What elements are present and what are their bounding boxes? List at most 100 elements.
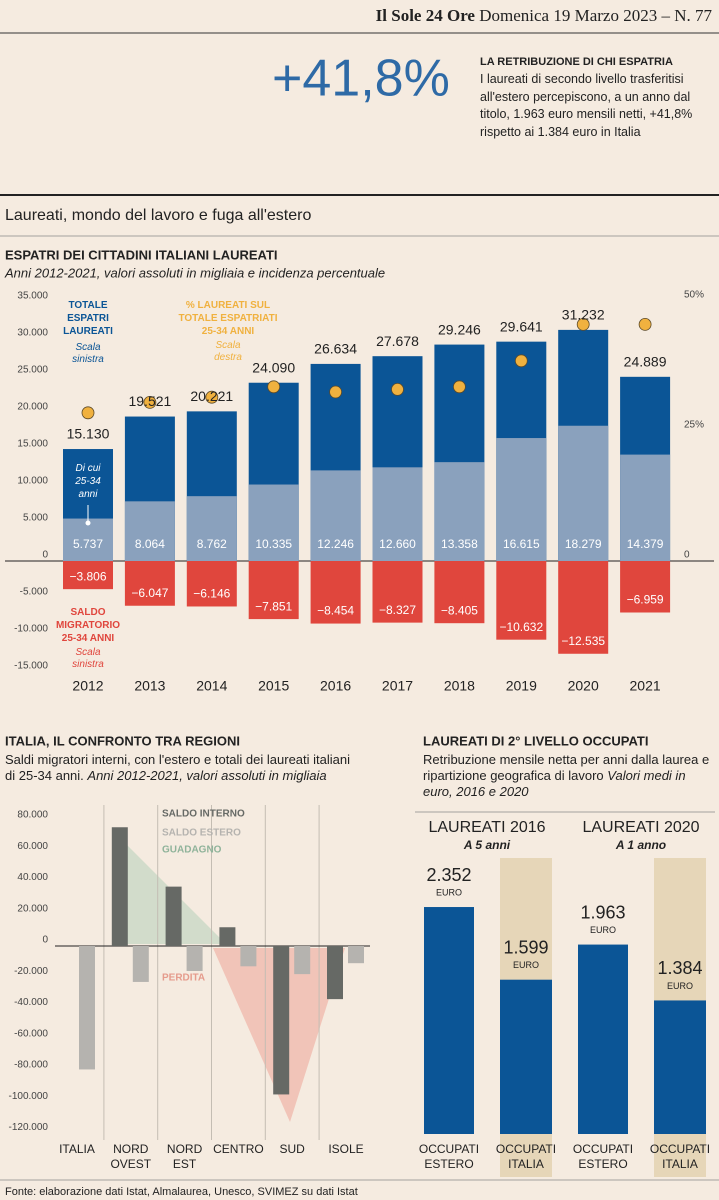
legend-label: Di cui 25-34 anni — [74, 463, 101, 500]
bar — [496, 561, 547, 640]
value-label: −6.959 — [627, 593, 664, 607]
value-label: 10.335 — [255, 537, 292, 551]
value-label: 13.358 — [441, 537, 478, 551]
legend-label: SALDO MIGRATORIO 25-34 ANNI — [56, 607, 120, 644]
x-tick-label: OCCUPATI ESTERO — [573, 1142, 633, 1171]
highlight-value: +41,8% — [272, 50, 450, 108]
dot — [638, 317, 652, 331]
value-label: 8.762 — [197, 537, 227, 551]
source: Fonte: elaborazione dati Istat, Almalaur… — [5, 1186, 358, 1198]
text-line: sinistra — [72, 659, 104, 670]
dot — [576, 317, 590, 331]
bar — [578, 944, 628, 1134]
value-label: −6.047 — [131, 586, 168, 600]
x-tick-label: OCCUPATI ESTERO — [419, 1142, 479, 1171]
group-subtitle: A 5 anni — [463, 838, 511, 852]
unit-label: EURO — [436, 887, 462, 897]
bar — [327, 946, 343, 1000]
subtitle: Saldi migratori interni, con l'estero e … — [5, 752, 350, 783]
value-label: 2.352 — [426, 865, 471, 885]
y2-tick-label: 25% — [684, 420, 704, 431]
bar — [496, 438, 547, 561]
dateline: Domenica 19 Marzo 2023 – N. 77 — [479, 6, 712, 25]
y-tick-label: 15.000 — [17, 439, 48, 450]
bar — [348, 946, 364, 964]
bar — [620, 454, 671, 561]
value-label: −3.806 — [69, 569, 106, 583]
bar — [186, 946, 203, 971]
section-title: Laureati, mondo del lavoro e fuga all'es… — [5, 207, 311, 224]
y-tick-label: -10.000 — [14, 624, 48, 635]
chart-subtitle: Saldi migratori interni, con l'estero e … — [5, 752, 350, 784]
value-label: 8.064 — [135, 537, 165, 551]
value-label: 24.889 — [624, 354, 667, 370]
value-label: 29.246 — [438, 321, 481, 337]
bar — [310, 470, 361, 561]
legend-label: SALDO ESTERO — [162, 828, 241, 839]
legend-note: Scala sinistra — [72, 342, 104, 365]
x-tick-label: NORD EST — [167, 1142, 203, 1171]
value-label: 18.279 — [565, 537, 602, 551]
value-label: −7.851 — [255, 599, 292, 613]
y-tick-label: 10.000 — [17, 476, 48, 487]
subtitle-italic: Valori medi in euro, 2016 e 2020 — [423, 768, 686, 799]
text-line: anni — [79, 489, 99, 500]
text-line: OCCUPATI — [573, 1142, 633, 1156]
legend-label: SALDO INTERNO — [162, 809, 245, 820]
x-tick-label: 2016 — [320, 678, 351, 694]
text-line: ISOLE — [328, 1142, 363, 1156]
value-label: 5.737 — [73, 537, 103, 551]
text-line: CENTRO — [213, 1142, 264, 1156]
bar — [434, 561, 485, 624]
bar — [273, 946, 290, 1095]
value-label: −8.405 — [441, 603, 478, 617]
y-tick-label: 0 — [42, 935, 48, 946]
bar — [620, 561, 671, 613]
value-label: 31.232 — [562, 307, 605, 323]
x-tick-label: 2019 — [506, 678, 537, 694]
y2-tick-label: 0 — [684, 550, 690, 561]
y-tick-label: 35.000 — [17, 291, 48, 302]
text-line: ITALIA — [59, 1142, 95, 1156]
bar — [434, 462, 485, 561]
bar — [500, 979, 552, 1134]
y-tick-label: 20.000 — [17, 402, 48, 413]
x-tick-label: SUD — [280, 1142, 306, 1156]
bar — [240, 946, 257, 967]
y-tick-label: 40.000 — [17, 872, 48, 883]
y-tick-label: 60.000 — [17, 841, 48, 852]
highlight-text: I laureati di secondo livello trasferiti… — [480, 72, 693, 139]
value-label: −10.632 — [499, 620, 543, 634]
bar — [248, 484, 299, 561]
text-line: Di cui — [75, 463, 101, 474]
y-tick-label: -80.000 — [14, 1060, 48, 1071]
masthead: Il Sole 24 Ore — [376, 6, 476, 25]
bar — [63, 518, 113, 561]
chart-subtitle: Anni 2012-2021, valori assoluti in migli… — [4, 265, 385, 280]
text-line: TOTALE ESPATRIATI — [178, 313, 277, 324]
y-tick-label: -40.000 — [14, 997, 48, 1008]
value-label: 16.615 — [503, 537, 540, 551]
chart-title: LAUREATI DI 2° LIVELLO OCCUPATI — [423, 733, 648, 748]
value-label: 12.246 — [317, 537, 354, 551]
chart-title: ITALIA, IL CONFRONTO TRA REGIONI — [5, 733, 240, 748]
value-label: 1.384 — [657, 958, 702, 978]
bar — [124, 561, 175, 606]
text-line: ITALIA — [662, 1157, 698, 1171]
text-line: EST — [173, 1157, 197, 1171]
x-tick-label: CENTRO — [213, 1142, 264, 1156]
subtitle: Retribuzione mensile netta per anni dall… — [423, 752, 710, 783]
x-tick-label: 2021 — [630, 678, 661, 694]
value-label: 12.660 — [379, 537, 416, 551]
legend-note: Scala destra — [214, 340, 242, 363]
x-tick-label: 2013 — [134, 678, 165, 694]
text-line: OVEST — [110, 1157, 151, 1171]
value-label: 19.521 — [128, 393, 171, 409]
x-tick-label: 2017 — [382, 678, 413, 694]
bar — [219, 927, 236, 946]
text-line: TOTALE — [68, 300, 107, 311]
value-label: 29.641 — [500, 318, 543, 334]
x-tick-label: 2012 — [72, 678, 103, 694]
bar — [294, 946, 311, 975]
